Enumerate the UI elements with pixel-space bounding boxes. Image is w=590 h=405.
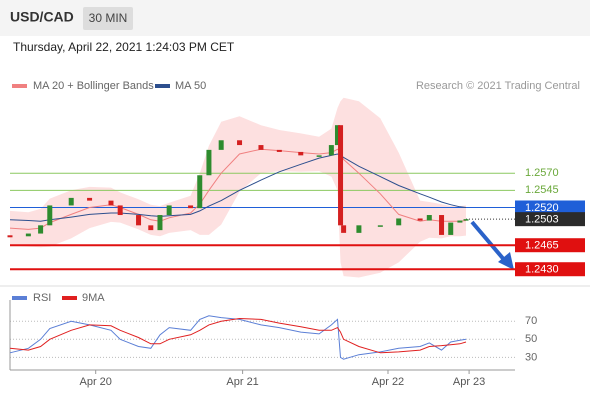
candle <box>356 225 362 233</box>
credit: Research © 2021 Trading Central <box>416 80 580 92</box>
legend-swatch <box>12 296 27 300</box>
ma-line <box>9 153 467 222</box>
candle <box>448 222 454 235</box>
candle <box>338 125 344 226</box>
timeframe-badge <box>83 7 133 30</box>
candle <box>457 220 463 223</box>
candle <box>136 215 142 226</box>
level-label: 1.2430 <box>525 264 559 276</box>
level-box <box>515 212 585 227</box>
candle <box>117 205 123 216</box>
legend-label: MA 20 + Bollinger Bands <box>33 80 154 92</box>
candle <box>341 225 347 233</box>
level-box <box>515 200 585 215</box>
candle <box>417 218 423 221</box>
level-label: 1.2545 <box>525 184 559 196</box>
candle <box>157 215 163 231</box>
level-label: 1.2503 <box>525 214 559 226</box>
series-line <box>9 317 467 354</box>
x-tick-label: Apr 23 <box>453 376 485 388</box>
candle <box>188 205 194 209</box>
candle <box>426 215 432 221</box>
ma-line <box>9 148 467 230</box>
legend-swatch <box>62 296 77 300</box>
candle <box>328 145 334 156</box>
candle <box>316 155 322 157</box>
candle <box>258 145 264 150</box>
candle <box>7 235 13 238</box>
y-tick-label: 30 <box>525 351 537 363</box>
candle <box>108 200 114 206</box>
symbol: USD/CAD <box>10 9 74 25</box>
y-tick-label: 50 <box>525 333 537 345</box>
legend-label: MA 50 <box>175 80 206 92</box>
candle <box>237 140 243 146</box>
level-box <box>515 262 585 277</box>
x-tick-label: Apr 22 <box>372 376 404 388</box>
candle <box>148 225 154 231</box>
candle <box>87 197 93 201</box>
bollinger-band <box>10 97 466 278</box>
legend-swatch <box>12 84 27 88</box>
candle <box>47 205 53 226</box>
candle <box>276 149 282 152</box>
legend-label: 9MA <box>82 292 105 304</box>
timestamp: Thursday, April 22, 2021 1:24:03 PM CET <box>13 40 235 54</box>
level-label: 1.2465 <box>525 240 559 252</box>
candle <box>218 140 224 150</box>
forecast-arrow <box>470 220 508 264</box>
level-label: 1.2570 <box>525 167 559 179</box>
level-label: 1.2520 <box>525 202 559 214</box>
arrow-head <box>498 252 514 270</box>
level-box <box>515 238 585 253</box>
candle <box>334 125 340 146</box>
y-tick-label: 70 <box>525 315 537 327</box>
candle <box>439 215 445 235</box>
candle <box>396 218 402 226</box>
candle <box>197 175 203 209</box>
legend-swatch <box>155 84 170 88</box>
x-tick-label: Apr 20 <box>79 376 111 388</box>
candle <box>68 197 74 206</box>
timeframe: 30 MIN <box>89 11 128 25</box>
legend-label: RSI <box>33 292 51 304</box>
x-tick-label: Apr 21 <box>226 376 258 388</box>
candle <box>463 219 469 221</box>
candle <box>25 233 31 237</box>
candle <box>38 225 44 234</box>
candle <box>298 151 304 156</box>
candle <box>166 205 172 216</box>
series-line <box>9 315 467 360</box>
candle <box>377 225 383 227</box>
candle <box>206 149 212 176</box>
